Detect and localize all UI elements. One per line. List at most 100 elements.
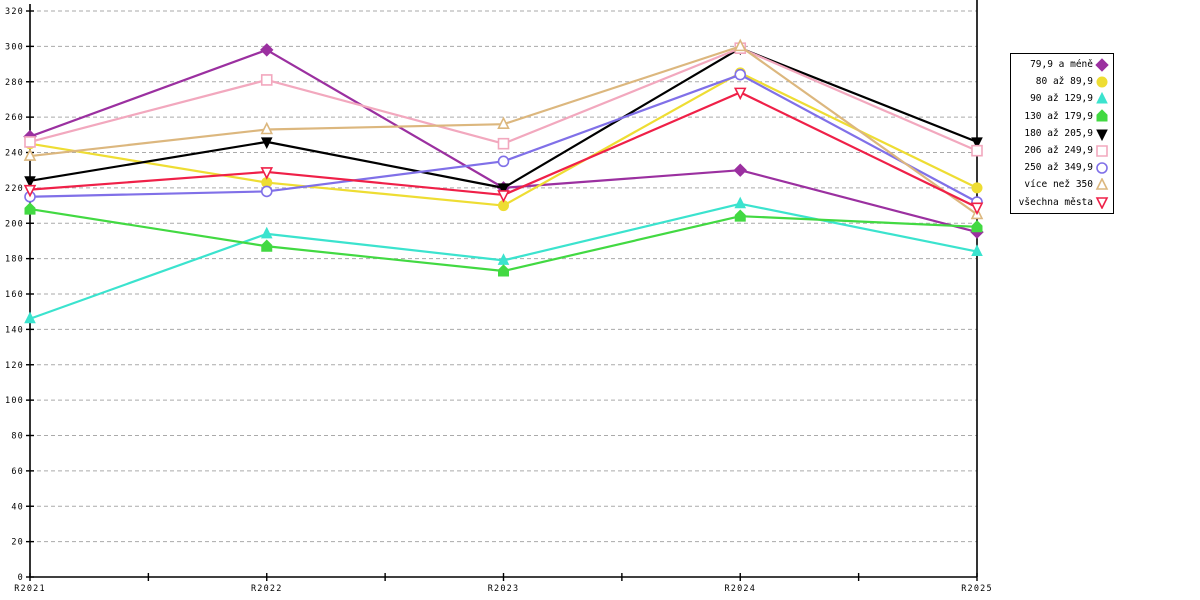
y-axis-label: 240 xyxy=(5,149,24,159)
data-point xyxy=(23,148,37,161)
y-axis-label: 120 xyxy=(5,361,24,371)
legend-item: 80 až 89,9 xyxy=(1013,73,1109,90)
x-axis-label: R2025 xyxy=(961,584,993,594)
y-axis-ticks: 0 20 40 60 80 100 120 140 160 180 200 220 240 260 280 3… xyxy=(5,7,34,583)
legend-item-label: 206 až 249,9 xyxy=(1024,144,1093,156)
y-axis-label: 80 xyxy=(11,432,24,442)
series-4 xyxy=(24,202,983,277)
gridlines xyxy=(30,10,977,543)
y-axis-label: 100 xyxy=(5,396,24,406)
y-axis-label: 0 xyxy=(18,573,24,583)
y-axis-label: 20 xyxy=(11,538,24,548)
data-point xyxy=(971,220,983,233)
circle-filled-legend-icon xyxy=(1096,76,1108,88)
legend-item-label: 79,9 a méně xyxy=(1030,59,1093,70)
data-point xyxy=(497,137,510,150)
triangle-down-filled-legend-icon xyxy=(1096,129,1108,141)
x-axis-label: R2022 xyxy=(251,584,283,594)
y-axis-label: 180 xyxy=(5,255,24,265)
data-point xyxy=(734,196,747,209)
data-point xyxy=(260,121,274,135)
legend-item-label: všechna města xyxy=(1018,196,1093,208)
data-point xyxy=(733,87,747,101)
data-point xyxy=(260,137,273,150)
data-point xyxy=(1095,58,1109,72)
y-axis-label: 60 xyxy=(11,467,24,477)
data-point xyxy=(1096,109,1108,122)
diamond-filled-legend-icon xyxy=(1095,58,1109,72)
y-axis-label: 300 xyxy=(5,42,24,52)
legend-item: 180 až 205,9 xyxy=(1013,125,1109,142)
data-point xyxy=(260,43,274,57)
data-point xyxy=(24,311,36,324)
series-2 xyxy=(24,67,983,212)
data-point xyxy=(1096,76,1108,88)
data-point xyxy=(260,74,273,86)
data-point xyxy=(497,190,510,203)
y-axis-label: 140 xyxy=(5,325,24,335)
data-point xyxy=(1095,178,1109,190)
x-axis-label: R2021 xyxy=(14,584,46,594)
data-point xyxy=(1096,92,1108,104)
legend-item: 206 až 249,9 xyxy=(1013,142,1109,159)
x-axis-label: R2024 xyxy=(724,584,756,594)
pentagon-filled-legend-icon xyxy=(1096,109,1108,122)
legend-item-label: 130 až 179,9 xyxy=(1024,110,1093,122)
y-axis-label: 220 xyxy=(5,184,24,194)
legend-item: více než 350 xyxy=(1013,176,1109,193)
data-point xyxy=(971,144,983,157)
series-3 xyxy=(24,196,983,324)
y-axis-label: 320 xyxy=(5,7,24,17)
data-point xyxy=(733,38,747,52)
data-point xyxy=(260,167,274,180)
data-point xyxy=(497,116,510,129)
data-point xyxy=(971,244,983,257)
legend-item: 90 až 129,9 xyxy=(1013,91,1109,108)
data-point xyxy=(23,184,37,198)
data-point xyxy=(970,202,984,216)
data-point xyxy=(971,137,983,150)
chart-legend: 79,9 a méně 80 až 89,9 90 až 129,9 130 až 1… xyxy=(1010,53,1114,214)
data-point xyxy=(24,176,36,188)
data-point xyxy=(498,264,509,277)
y-axis-label: 200 xyxy=(5,219,24,229)
square-open-legend-icon xyxy=(1096,144,1108,157)
series-9 xyxy=(23,87,984,216)
data-point xyxy=(497,183,510,195)
data-point xyxy=(733,163,747,177)
y-axis-label: 40 xyxy=(11,502,24,512)
circle-open-legend-icon xyxy=(1096,162,1108,174)
data-point xyxy=(24,202,36,215)
data-point xyxy=(1096,129,1108,141)
legend-item-label: 180 až 205,9 xyxy=(1024,127,1093,139)
legend-item: 130 až 179,9 xyxy=(1013,108,1109,125)
y-axis-label: 160 xyxy=(5,290,24,300)
legend-item-label: 80 až 89,9 xyxy=(1035,76,1093,88)
data-point xyxy=(260,185,273,198)
triangle-up-filled-legend-icon xyxy=(1096,92,1108,104)
legend-item-label: více než 350 xyxy=(1024,179,1093,191)
data-point xyxy=(1096,144,1108,157)
x-axis-label: R2023 xyxy=(488,584,520,594)
data-point xyxy=(497,155,510,168)
series-line xyxy=(28,47,979,152)
data-point xyxy=(24,136,36,148)
data-point xyxy=(1095,197,1109,210)
data-point xyxy=(261,239,273,252)
triangle-down-open-legend-icon xyxy=(1095,197,1109,210)
data-point xyxy=(971,182,983,194)
legend-item-label: 250 až 349,9 xyxy=(1024,162,1093,174)
data-point xyxy=(734,68,747,81)
y-axis-label: 260 xyxy=(5,113,24,123)
y-axis-label: 280 xyxy=(5,78,24,88)
legend-item: všechna města xyxy=(1013,194,1109,211)
legend-item: 79,9 a méně xyxy=(1013,56,1109,73)
data-point xyxy=(734,209,746,222)
x-axis-ticks: R2021 R2022 R2023 R2024 R2025 xyxy=(14,573,993,594)
legend-item: 250 až 349,9 xyxy=(1013,159,1109,176)
data-point xyxy=(1096,162,1108,174)
legend-item-label: 90 až 129,9 xyxy=(1030,93,1093,105)
data-point xyxy=(260,226,273,239)
